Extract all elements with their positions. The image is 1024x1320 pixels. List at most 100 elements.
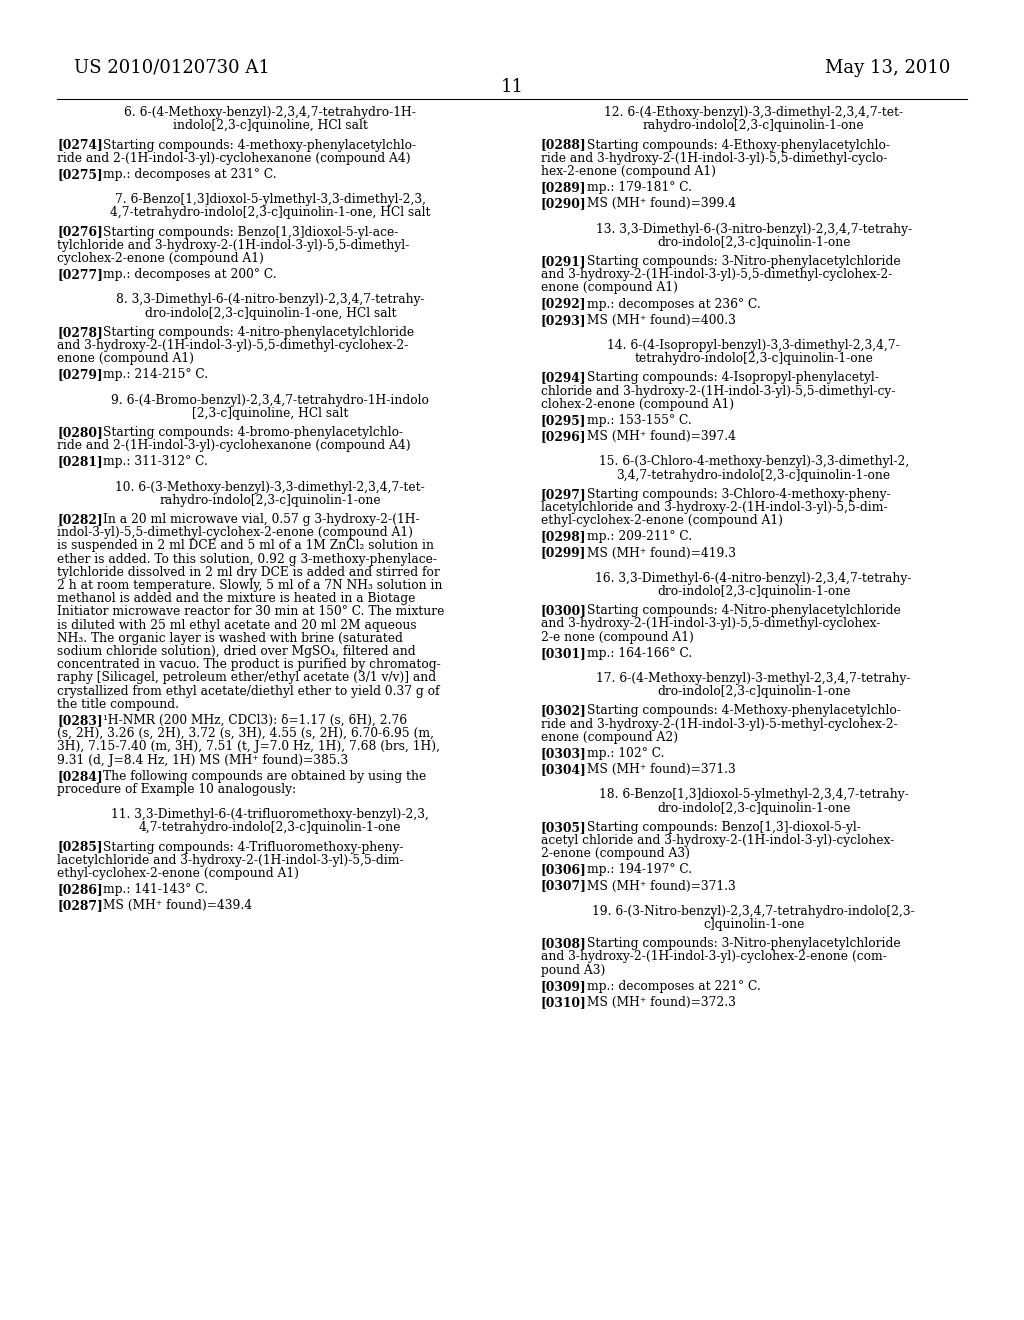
Text: [0275]: [0275] [57, 168, 103, 181]
Text: 12. 6-(4-Ethoxy-benzyl)-3,3-dimethyl-2,3,4,7-tet-: 12. 6-(4-Ethoxy-benzyl)-3,3-dimethyl-2,3… [604, 106, 903, 119]
Text: [0309]: [0309] [541, 979, 587, 993]
Text: [0279]: [0279] [57, 368, 103, 381]
Text: chloride and 3-hydroxy-2-(1H-indol-3-yl)-5,5-dimethyl-cy-: chloride and 3-hydroxy-2-(1H-indol-3-yl)… [541, 384, 895, 397]
Text: 14. 6-(4-Isopropyl-benzyl)-3,3-dimethyl-2,3,4,7-: 14. 6-(4-Isopropyl-benzyl)-3,3-dimethyl-… [607, 339, 900, 352]
Text: ride and 3-hydroxy-2-(1H-indol-3-yl)-5-methyl-cyclohex-2-: ride and 3-hydroxy-2-(1H-indol-3-yl)-5-m… [541, 718, 897, 730]
Text: 2 h at room temperature. Slowly, 5 ml of a 7N NH₃ solution in: 2 h at room temperature. Slowly, 5 ml of… [57, 579, 442, 591]
Text: [0285]: [0285] [57, 841, 102, 854]
Text: MS (MH⁺ found)=439.4: MS (MH⁺ found)=439.4 [103, 899, 253, 912]
Text: [0305]: [0305] [541, 821, 587, 834]
Text: Starting compounds: 3-Chloro-4-methoxy-pheny-: Starting compounds: 3-Chloro-4-methoxy-p… [587, 488, 890, 500]
Text: cyclohex-2-enone (compound A1): cyclohex-2-enone (compound A1) [57, 252, 264, 265]
Text: [0292]: [0292] [541, 297, 586, 310]
Text: and 3-hydroxy-2-(1H-indol-3-yl)-cyclohex-2-enone (com-: and 3-hydroxy-2-(1H-indol-3-yl)-cyclohex… [541, 950, 887, 964]
Text: lacetylchloride and 3-hydroxy-2-(1H-indol-3-yl)-5,5-dim-: lacetylchloride and 3-hydroxy-2-(1H-indo… [541, 502, 888, 513]
Text: dro-indolo[2,3-c]quinolin-1-one: dro-indolo[2,3-c]quinolin-1-one [657, 801, 850, 814]
Text: 7. 6-Benzo[1,3]dioxol-5-ylmethyl-3,3-dimethyl-2,3,: 7. 6-Benzo[1,3]dioxol-5-ylmethyl-3,3-dim… [115, 193, 426, 206]
Text: indolo[2,3-c]quinoline, HCl salt: indolo[2,3-c]quinoline, HCl salt [173, 119, 368, 132]
Text: Starting compounds: 4-Ethoxy-phenylacetylchlo-: Starting compounds: 4-Ethoxy-phenylacety… [587, 139, 890, 152]
Text: clohex-2-enone (compound A1): clohex-2-enone (compound A1) [541, 397, 734, 411]
Text: tetrahydro-indolo[2,3-c]quinolin-1-one: tetrahydro-indolo[2,3-c]quinolin-1-one [634, 352, 873, 366]
Text: [0310]: [0310] [541, 997, 587, 1008]
Text: (s, 2H), 3.26 (s, 2H), 3.72 (s, 3H), 4.55 (s, 2H), 6.70-6.95 (m,: (s, 2H), 3.26 (s, 2H), 3.72 (s, 3H), 4.5… [57, 727, 434, 741]
Text: MS (MH⁺ found)=400.3: MS (MH⁺ found)=400.3 [587, 314, 735, 327]
Text: 9. 6-(4-Bromo-benzyl)-2,3,4,7-tetrahydro-1H-indolo: 9. 6-(4-Bromo-benzyl)-2,3,4,7-tetrahydro… [112, 393, 429, 407]
Text: 3,4,7-tetrahydro-indolo[2,3-c]quinolin-1-one: 3,4,7-tetrahydro-indolo[2,3-c]quinolin-1… [616, 469, 891, 482]
Text: [0281]: [0281] [57, 455, 103, 469]
Text: [0301]: [0301] [541, 647, 587, 660]
Text: [0291]: [0291] [541, 255, 586, 268]
Text: MS (MH⁺ found)=397.4: MS (MH⁺ found)=397.4 [587, 430, 735, 444]
Text: enone (compound A2): enone (compound A2) [541, 731, 678, 743]
Text: ride and 2-(1H-indol-3-yl)-cyclohexanone (compound A4): ride and 2-(1H-indol-3-yl)-cyclohexanone… [57, 440, 411, 453]
Text: tylchloride and 3-hydroxy-2-(1H-indol-3-yl)-5,5-dimethyl-: tylchloride and 3-hydroxy-2-(1H-indol-3-… [57, 239, 410, 252]
Text: MS (MH⁺ found)=371.3: MS (MH⁺ found)=371.3 [587, 763, 735, 776]
Text: Starting compounds: 4-bromo-phenylacetylchlo-: Starting compounds: 4-bromo-phenylacetyl… [103, 426, 403, 440]
Text: [0283]: [0283] [57, 714, 103, 727]
Text: 16. 3,3-Dimethyl-6-(4-nitro-benzyl)-2,3,4,7-tetrahy-: 16. 3,3-Dimethyl-6-(4-nitro-benzyl)-2,3,… [596, 572, 911, 585]
Text: Starting compounds: 4-methoxy-phenylacetylchlo-: Starting compounds: 4-methoxy-phenylacet… [103, 139, 417, 152]
Text: crystallized from ethyl acetate/diethyl ether to yield 0.37 g of: crystallized from ethyl acetate/diethyl … [57, 685, 440, 697]
Text: May 13, 2010: May 13, 2010 [825, 58, 950, 77]
Text: US 2010/0120730 A1: US 2010/0120730 A1 [74, 58, 269, 77]
Text: Starting compounds: 4-Methoxy-phenylacetylchlo-: Starting compounds: 4-Methoxy-phenylacet… [587, 705, 900, 717]
Text: [0304]: [0304] [541, 763, 587, 776]
Text: In a 20 ml microwave vial, 0.57 g 3-hydroxy-2-(1H-: In a 20 ml microwave vial, 0.57 g 3-hydr… [103, 513, 420, 525]
Text: Starting compounds: 4-Isopropyl-phenylacetyl-: Starting compounds: 4-Isopropyl-phenylac… [587, 371, 879, 384]
Text: tylchloride dissolved in 2 ml dry DCE is added and stirred for: tylchloride dissolved in 2 ml dry DCE is… [57, 566, 440, 578]
Text: indol-3-yl)-5,5-dimethyl-cyclohex-2-enone (compound A1): indol-3-yl)-5,5-dimethyl-cyclohex-2-enon… [57, 527, 414, 539]
Text: 11: 11 [501, 78, 523, 96]
Text: The following compounds are obtained by using the: The following compounds are obtained by … [103, 770, 427, 783]
Text: [0278]: [0278] [57, 326, 103, 339]
Text: mp.: 153-155° C.: mp.: 153-155° C. [587, 414, 691, 426]
Text: [0297]: [0297] [541, 488, 587, 500]
Text: rahydro-indolo[2,3-c]quinolin-1-one: rahydro-indolo[2,3-c]quinolin-1-one [160, 494, 381, 507]
Text: mp.: decomposes at 221° C.: mp.: decomposes at 221° C. [587, 979, 761, 993]
Text: ethyl-cyclohex-2-enone (compound A1): ethyl-cyclohex-2-enone (compound A1) [57, 867, 299, 880]
Text: c]quinolin-1-one: c]quinolin-1-one [703, 917, 804, 931]
Text: 11. 3,3-Dimethyl-6-(4-trifluoromethoxy-benzyl)-2,3,: 11. 3,3-Dimethyl-6-(4-trifluoromethoxy-b… [112, 808, 429, 821]
Text: [2,3-c]quinoline, HCl salt: [2,3-c]quinoline, HCl salt [193, 407, 348, 420]
Text: ether is added. To this solution, 0.92 g 3-methoxy-phenylace-: ether is added. To this solution, 0.92 g… [57, 553, 437, 565]
Text: ethyl-cyclohex-2-enone (compound A1): ethyl-cyclohex-2-enone (compound A1) [541, 515, 782, 527]
Text: ¹H-NMR (200 MHz, CDCl3): δ=1.17 (s, 6H), 2.76: ¹H-NMR (200 MHz, CDCl3): δ=1.17 (s, 6H),… [103, 714, 408, 727]
Text: procedure of Example 10 analogously:: procedure of Example 10 analogously: [57, 783, 297, 796]
Text: 18. 6-Benzo[1,3]dioxol-5-ylmethyl-2,3,4,7-tetrahy-: 18. 6-Benzo[1,3]dioxol-5-ylmethyl-2,3,4,… [599, 788, 908, 801]
Text: [0286]: [0286] [57, 883, 103, 896]
Text: ride and 2-(1H-indol-3-yl)-cyclohexanone (compound A4): ride and 2-(1H-indol-3-yl)-cyclohexanone… [57, 152, 411, 165]
Text: mp.: 179-181° C.: mp.: 179-181° C. [587, 181, 691, 194]
Text: mp.: 194-197° C.: mp.: 194-197° C. [587, 863, 692, 876]
Text: lacetylchloride and 3-hydroxy-2-(1H-indol-3-yl)-5,5-dim-: lacetylchloride and 3-hydroxy-2-(1H-indo… [57, 854, 404, 867]
Text: 9.31 (d, J=8.4 Hz, 1H) MS (MH⁺ found)=385.3: 9.31 (d, J=8.4 Hz, 1H) MS (MH⁺ found)=38… [57, 754, 348, 767]
Text: [0274]: [0274] [57, 139, 103, 152]
Text: MS (MH⁺ found)=419.3: MS (MH⁺ found)=419.3 [587, 546, 735, 560]
Text: ride and 3-hydroxy-2-(1H-indol-3-yl)-5,5-dimethyl-cyclo-: ride and 3-hydroxy-2-(1H-indol-3-yl)-5,5… [541, 152, 887, 165]
Text: and 3-hydroxy-2-(1H-indol-3-yl)-5,5-dimethyl-cyclohex-: and 3-hydroxy-2-(1H-indol-3-yl)-5,5-dime… [541, 618, 880, 631]
Text: [0302]: [0302] [541, 705, 587, 717]
Text: 19. 6-(3-Nitro-benzyl)-2,3,4,7-tetrahydro-indolo[2,3-: 19. 6-(3-Nitro-benzyl)-2,3,4,7-tetrahydr… [592, 904, 915, 917]
Text: dro-indolo[2,3-c]quinolin-1-one: dro-indolo[2,3-c]quinolin-1-one [657, 236, 850, 248]
Text: 10. 6-(3-Methoxy-benzyl)-3,3-dimethyl-2,3,4,7-tet-: 10. 6-(3-Methoxy-benzyl)-3,3-dimethyl-2,… [116, 480, 425, 494]
Text: [0303]: [0303] [541, 747, 587, 760]
Text: dro-indolo[2,3-c]quinolin-1-one, HCl salt: dro-indolo[2,3-c]quinolin-1-one, HCl sal… [144, 306, 396, 319]
Text: MS (MH⁺ found)=372.3: MS (MH⁺ found)=372.3 [587, 997, 735, 1008]
Text: 8. 3,3-Dimethyl-6-(4-nitro-benzyl)-2,3,4,7-tetrahy-: 8. 3,3-Dimethyl-6-(4-nitro-benzyl)-2,3,4… [116, 293, 425, 306]
Text: is diluted with 25 ml ethyl acetate and 20 ml 2M aqueous: is diluted with 25 ml ethyl acetate and … [57, 619, 417, 631]
Text: hex-2-enone (compound A1): hex-2-enone (compound A1) [541, 165, 716, 178]
Text: mp.: decomposes at 231° C.: mp.: decomposes at 231° C. [103, 168, 276, 181]
Text: [0300]: [0300] [541, 605, 587, 618]
Text: [0284]: [0284] [57, 770, 103, 783]
Text: mp.: 102° C.: mp.: 102° C. [587, 747, 665, 760]
Text: Starting compounds: 4-nitro-phenylacetylchloride: Starting compounds: 4-nitro-phenylacetyl… [103, 326, 415, 339]
Text: is suspended in 2 ml DCE and 5 ml of a 1M ZnCl₂ solution in: is suspended in 2 ml DCE and 5 ml of a 1… [57, 540, 434, 552]
Text: [0298]: [0298] [541, 531, 586, 544]
Text: Starting compounds: 4-Trifluoromethoxy-pheny-: Starting compounds: 4-Trifluoromethoxy-p… [103, 841, 403, 854]
Text: mp.: 209-211° C.: mp.: 209-211° C. [587, 531, 692, 544]
Text: pound A3): pound A3) [541, 964, 605, 977]
Text: acetyl chloride and 3-hydroxy-2-(1H-indol-3-yl)-cyclohex-: acetyl chloride and 3-hydroxy-2-(1H-indo… [541, 834, 894, 847]
Text: Initiator microwave reactor for 30 min at 150° C. The mixture: Initiator microwave reactor for 30 min a… [57, 606, 444, 618]
Text: [0282]: [0282] [57, 513, 103, 525]
Text: NH₃. The organic layer is washed with brine (saturated: NH₃. The organic layer is washed with br… [57, 632, 403, 644]
Text: Starting compounds: 3-Nitro-phenylacetylchloride: Starting compounds: 3-Nitro-phenylacetyl… [587, 937, 900, 950]
Text: [0295]: [0295] [541, 414, 586, 426]
